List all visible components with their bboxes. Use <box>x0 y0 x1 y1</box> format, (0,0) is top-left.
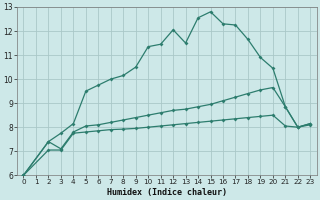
X-axis label: Humidex (Indice chaleur): Humidex (Indice chaleur) <box>107 188 227 197</box>
